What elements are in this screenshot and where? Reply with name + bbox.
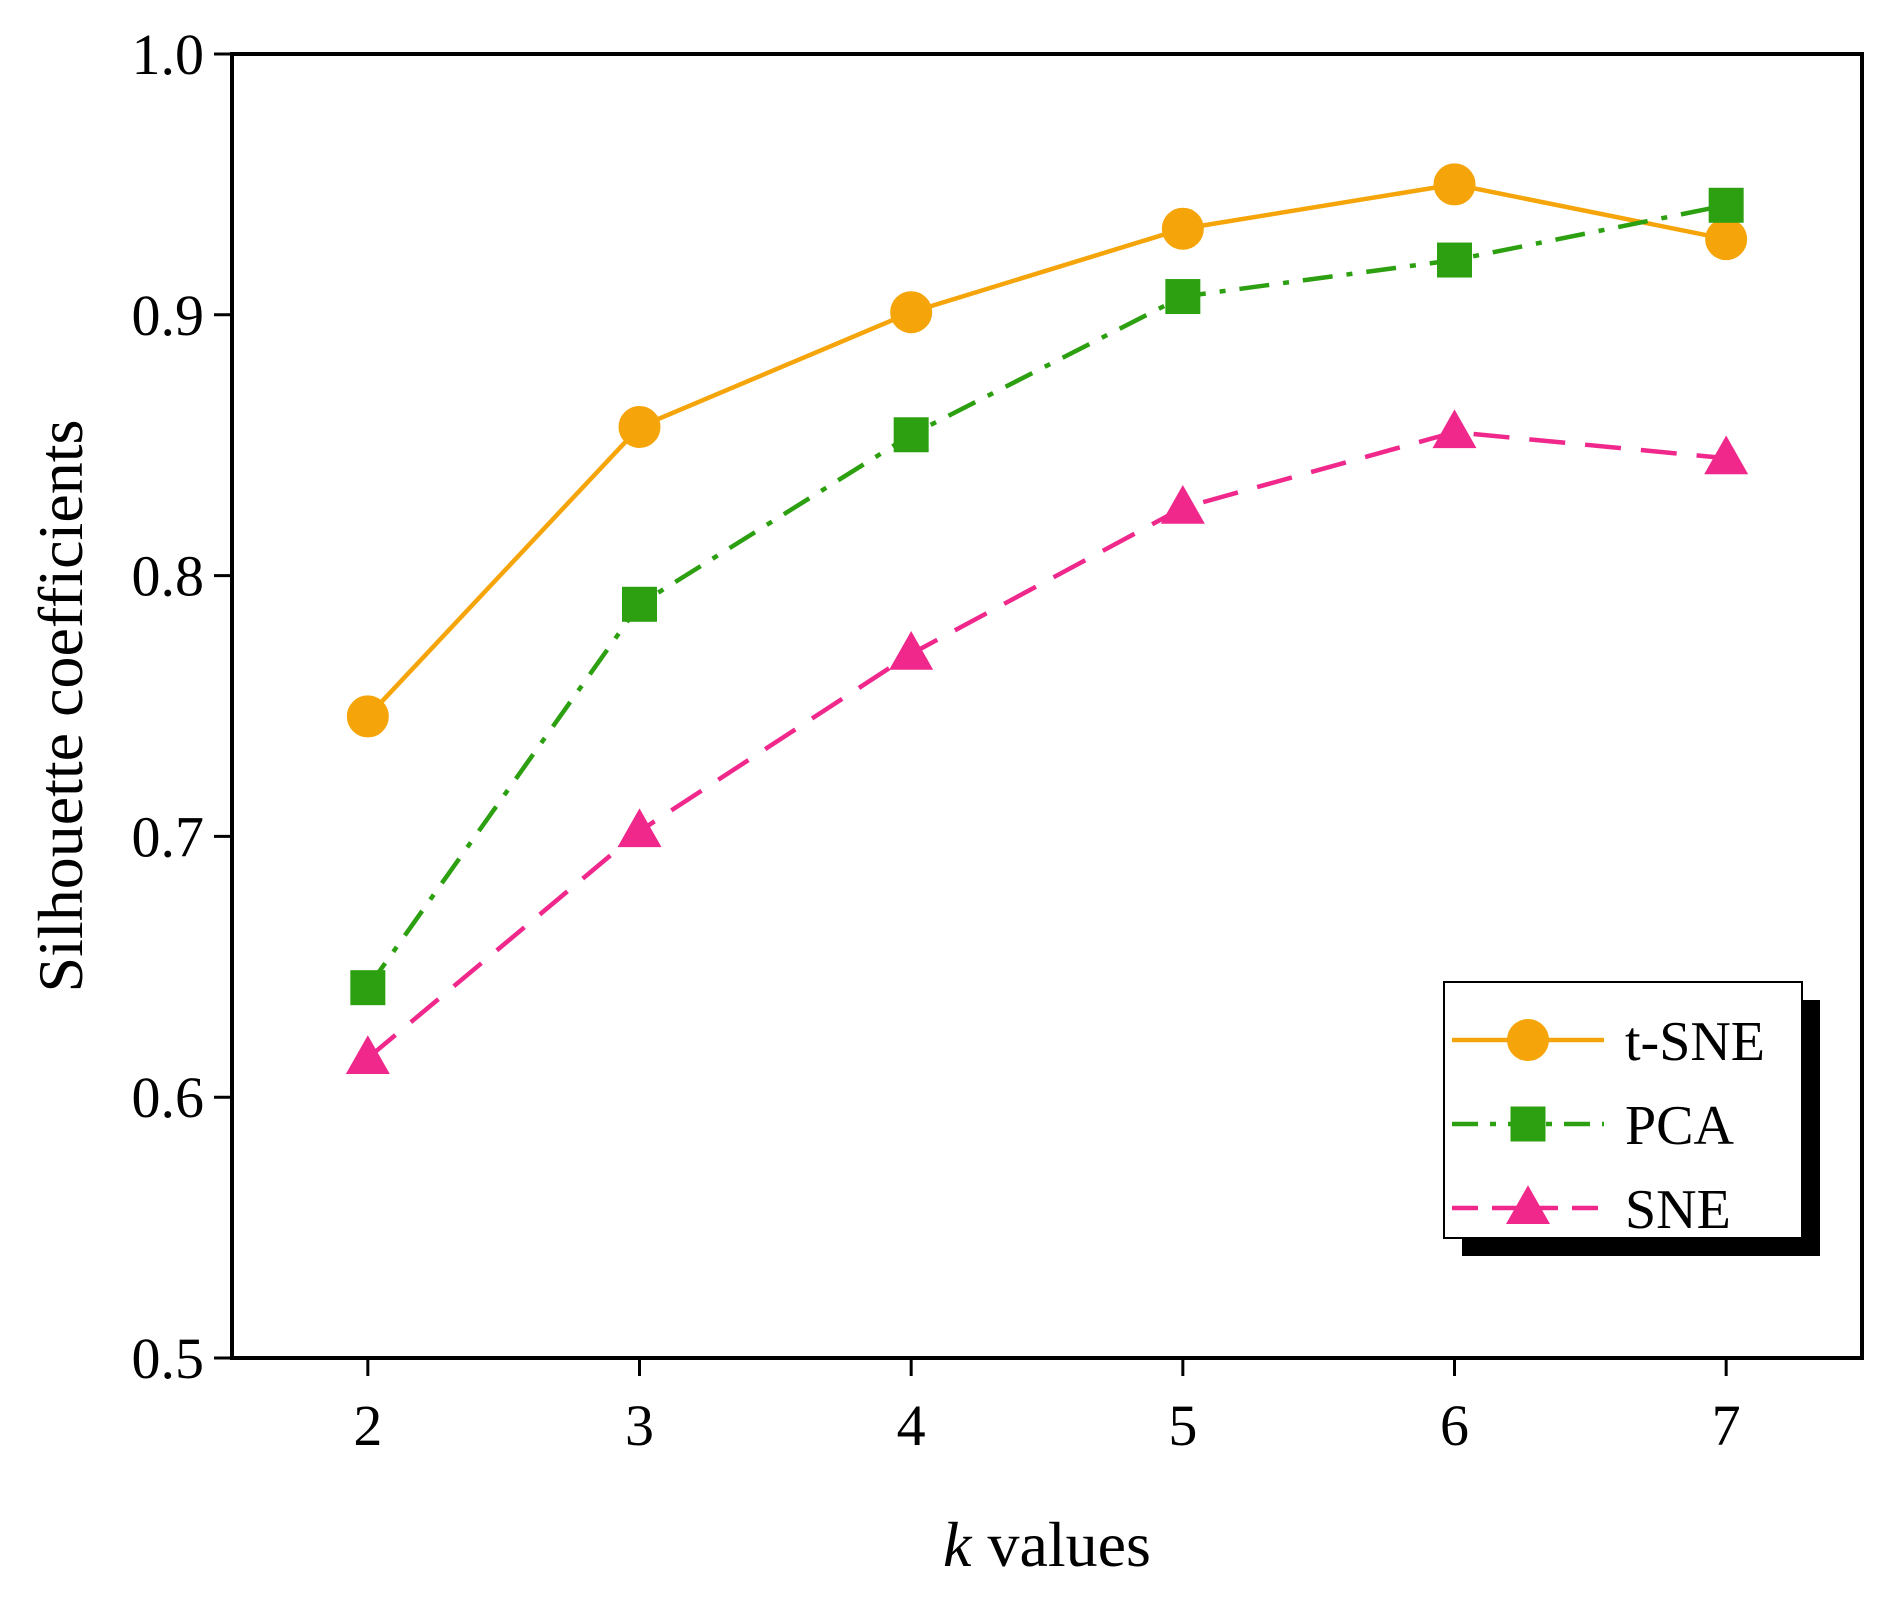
series-layer: [345, 163, 1749, 1075]
y-tick-label: 0.9: [132, 283, 205, 348]
x-tick-label: 7: [1712, 1393, 1741, 1458]
data-point: [350, 970, 386, 1006]
data-point: [1433, 163, 1476, 206]
x-axis-title-text: values: [971, 1509, 1151, 1580]
legend-item: t-SNE: [1452, 1011, 1765, 1073]
y-tick-label: 0.7: [132, 804, 205, 869]
data-point: [893, 417, 929, 453]
legend-marker: [1510, 1106, 1546, 1142]
legend-item: SNE: [1452, 1179, 1731, 1241]
x-tick-label: 5: [1168, 1393, 1197, 1458]
data-point: [1708, 187, 1744, 223]
data-point: [1160, 484, 1205, 524]
series-pca: [350, 187, 1744, 1006]
data-point: [345, 1035, 390, 1075]
data-point: [1437, 242, 1472, 278]
legend: t-SNE PCA SNE: [1443, 981, 1820, 1256]
legend-box: [1443, 981, 1803, 1239]
y-tick-label: 0.6: [132, 1065, 205, 1130]
x-tick-label: 2: [353, 1393, 382, 1458]
legend-label: SNE: [1625, 1179, 1731, 1241]
data-point: [889, 631, 934, 670]
data-point: [1165, 279, 1201, 315]
data-point: [1705, 218, 1748, 261]
y-tick-label: 1.0: [132, 22, 205, 87]
legend-label: PCA: [1625, 1095, 1734, 1157]
series-line: [365, 203, 1727, 989]
x-tick-label: 3: [625, 1393, 654, 1458]
series-sne: [345, 409, 1749, 1075]
y-tick-label: 0.8: [132, 544, 205, 609]
x-tick-label: 6: [1440, 1393, 1469, 1458]
data-point: [1704, 435, 1749, 475]
y-axis-title: Silhouette coefficients: [25, 420, 96, 993]
legend-items: t-SNE PCA SNE: [1452, 1011, 1765, 1241]
legend-marker: [1506, 1185, 1550, 1224]
legend-marker: [1507, 1019, 1549, 1061]
x-axis-title-variable: k: [943, 1509, 973, 1580]
legend-item: PCA: [1452, 1095, 1734, 1157]
data-point: [618, 405, 661, 448]
x-tick-label: 4: [897, 1393, 926, 1458]
series-line: [366, 182, 1727, 718]
x-axis: 2 3 4 5 6 7: [353, 1358, 1741, 1458]
data-point: [1432, 409, 1477, 449]
plot-frame: [230, 52, 1864, 1360]
x-axis-title: k values: [943, 1509, 1151, 1580]
data-point: [346, 695, 389, 738]
legend-label: t-SNE: [1625, 1011, 1765, 1073]
series-t-sne: [346, 163, 1748, 738]
series-line: [366, 429, 1727, 1060]
y-axis: 0.5 0.6 0.7 0.8 0.9 1.0: [132, 22, 232, 1391]
data-point: [622, 586, 657, 622]
y-tick-label: 0.5: [132, 1326, 205, 1391]
data-point: [1161, 207, 1204, 250]
data-point: [890, 291, 933, 334]
data-point: [617, 808, 662, 848]
